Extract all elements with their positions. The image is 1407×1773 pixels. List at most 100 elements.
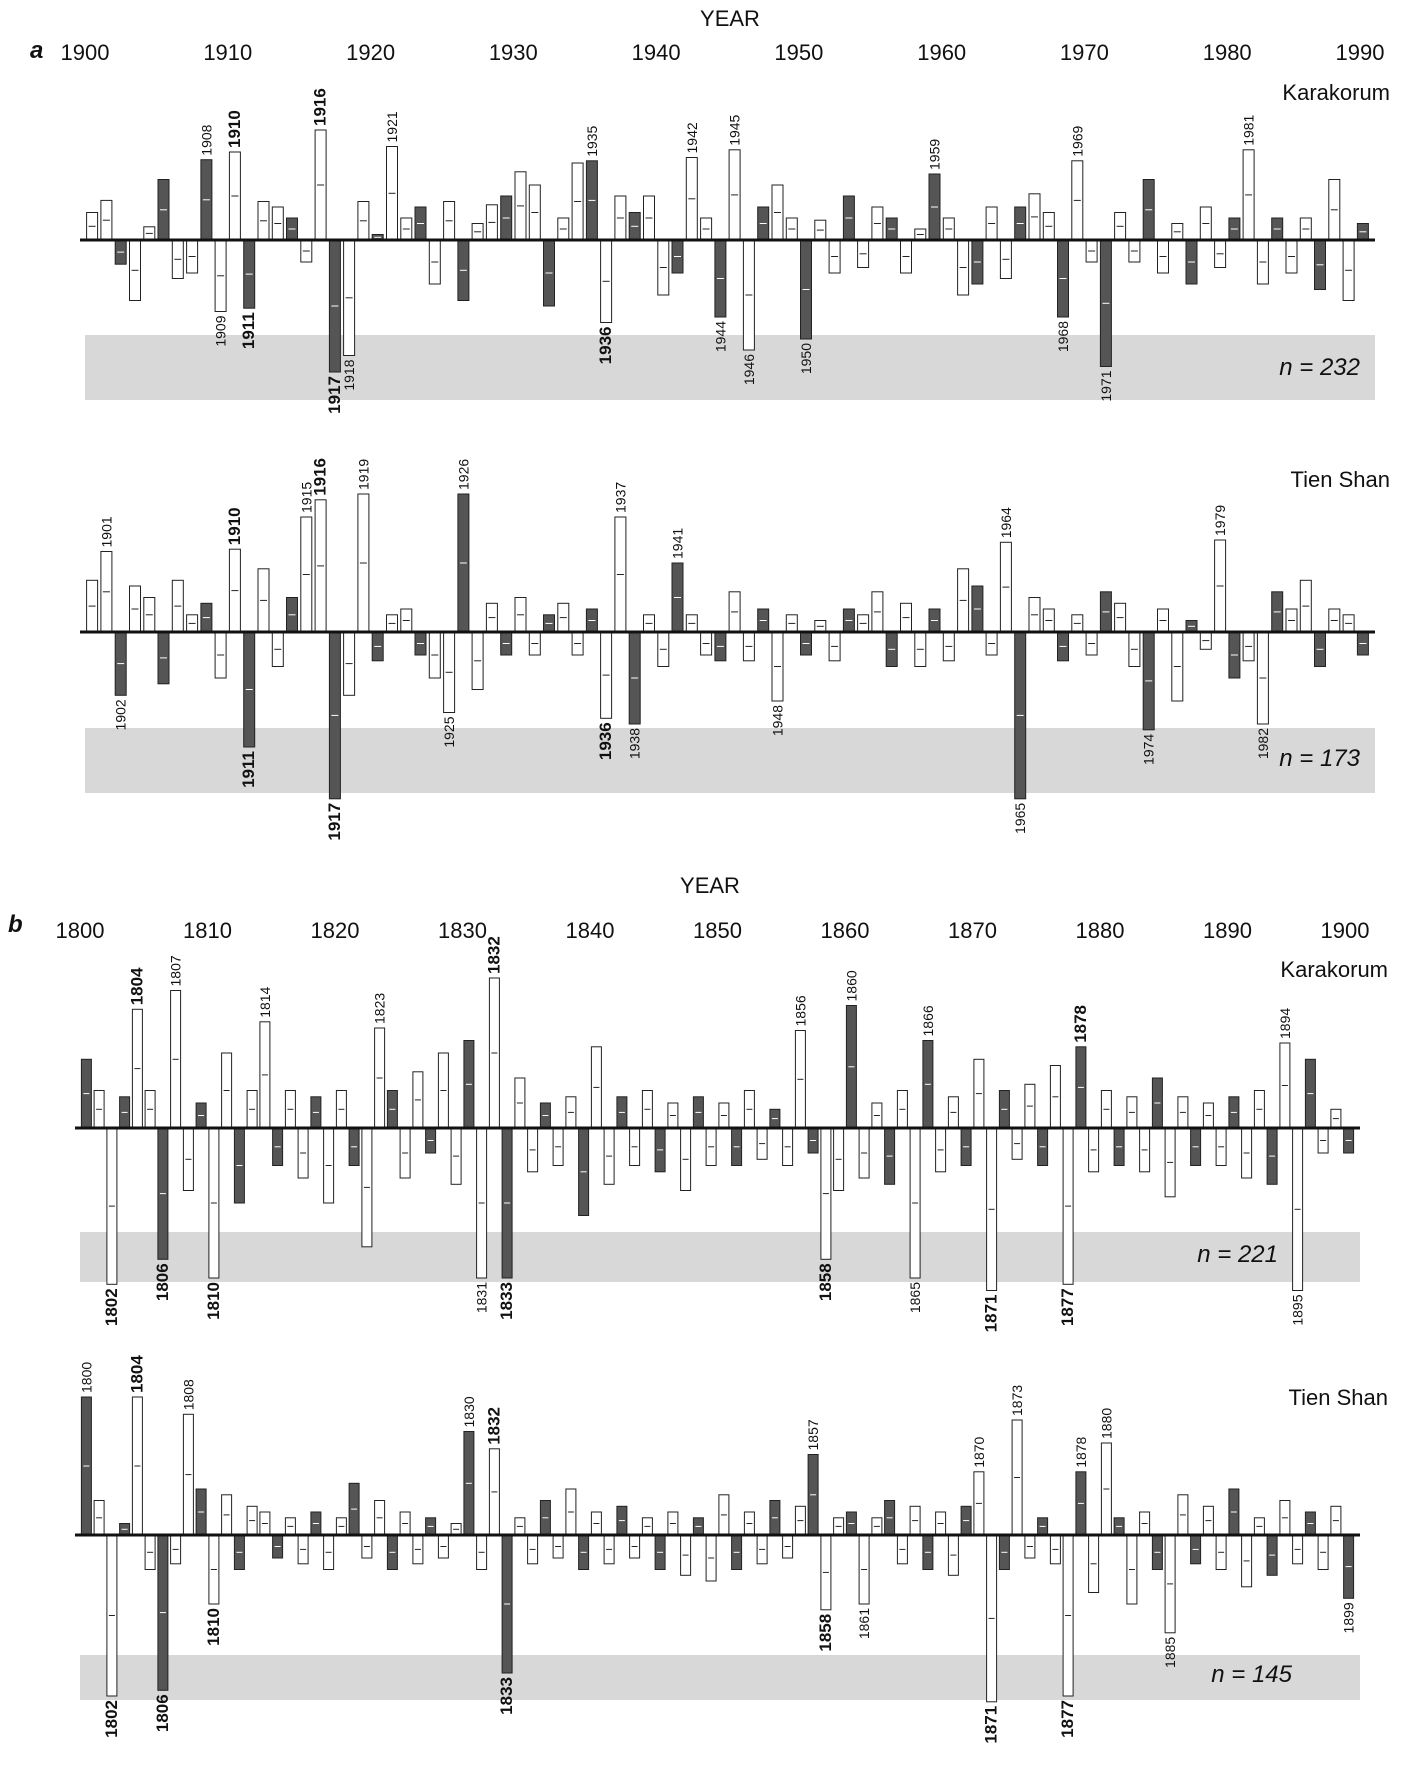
shaded-band — [85, 335, 1375, 400]
region-title: Karakorum — [1280, 957, 1388, 982]
annotation-1948: 1948 — [770, 705, 786, 736]
tick-label-1870: 1870 — [948, 918, 997, 943]
annotation-1921: 1921 — [384, 111, 400, 142]
annotation-1895: 1895 — [1290, 1294, 1306, 1325]
panel-b-label: b — [8, 911, 23, 938]
tick-label-1840: 1840 — [566, 918, 615, 943]
annotation-1877: 1877 — [1058, 1700, 1077, 1738]
annotation-1910: 1910 — [225, 507, 244, 545]
annotation-1802: 1802 — [102, 1288, 121, 1326]
tick-label-1970: 1970 — [1060, 40, 1109, 65]
annotation-1871: 1871 — [982, 1295, 1001, 1333]
shaded-band — [80, 1232, 1360, 1282]
sample-size-label: n = 221 — [1197, 1241, 1278, 1268]
tick-label-1810: 1810 — [183, 918, 232, 943]
annotation-1866: 1866 — [920, 1005, 936, 1036]
annotation-1937: 1937 — [612, 482, 628, 513]
tick-label-1990: 1990 — [1336, 40, 1385, 65]
annotation-1916: 1916 — [311, 88, 330, 126]
chart-a-karakorum: 1908 1910 1916 1921 1935 1942 1945 1959 1969 1981… — [80, 80, 1390, 414]
annotation-1830: 1830 — [461, 1396, 477, 1427]
annotation-1832: 1832 — [484, 1407, 503, 1445]
sample-size-label: n = 145 — [1211, 1661, 1292, 1688]
shaded-band — [80, 1655, 1360, 1700]
annotation-1919: 1919 — [355, 459, 371, 490]
annotation-1880: 1880 — [1098, 1408, 1114, 1439]
sample-size-label: n = 173 — [1279, 745, 1360, 772]
annotation-1823: 1823 — [372, 993, 388, 1024]
annotation-1964: 1964 — [998, 507, 1014, 538]
panel-a-label: a — [30, 37, 43, 64]
annotation-1941: 1941 — [670, 528, 686, 559]
tick-label-1900: 1900 — [1321, 918, 1370, 943]
tick-label-1880: 1880 — [1076, 918, 1125, 943]
tick-label-1860: 1860 — [821, 918, 870, 943]
tick-label-1940: 1940 — [632, 40, 681, 65]
annotation-1926: 1926 — [455, 459, 471, 490]
annotation-1918: 1918 — [341, 359, 357, 390]
annotation-1971: 1971 — [1098, 370, 1114, 401]
tick-label-1980: 1980 — [1203, 40, 1252, 65]
annotation-1982: 1982 — [1255, 728, 1271, 759]
annotation-1858: 1858 — [816, 1263, 835, 1301]
tick-label-1960: 1960 — [917, 40, 966, 65]
annotation-1974: 1974 — [1141, 734, 1157, 765]
tick-label-1900: 1900 — [61, 40, 110, 65]
annotation-1857: 1857 — [805, 1419, 821, 1450]
annotation-1959: 1959 — [927, 139, 943, 170]
chart-b-karakorum: 1804 1807 1814 1823 1832 1856 1860 1866 1878 1894… — [75, 936, 1388, 1332]
annotation-1925: 1925 — [441, 716, 457, 747]
region-title: Tien Shan — [1291, 467, 1390, 492]
annotation-1802: 1802 — [102, 1700, 121, 1738]
tick-label-1850: 1850 — [693, 918, 742, 943]
annotation-1870: 1870 — [971, 1436, 987, 1467]
annotation-1810: 1810 — [204, 1608, 223, 1646]
annotation-1861: 1861 — [856, 1608, 872, 1639]
annotation-1833: 1833 — [497, 1677, 516, 1715]
annotation-1935: 1935 — [584, 125, 600, 156]
annotation-1911: 1911 — [239, 751, 258, 788]
annotation-1936: 1936 — [596, 722, 615, 760]
annotation-1894: 1894 — [1277, 1008, 1293, 1039]
shaded-band — [85, 728, 1375, 793]
annotation-1969: 1969 — [1069, 125, 1085, 156]
annotation-1945: 1945 — [727, 114, 743, 145]
tick-labels: 1900 1910 1920 1930 1940 1950 1960 1970 1980 1990… — [56, 40, 1385, 943]
annotation-1877: 1877 — [1058, 1288, 1077, 1326]
annotation-1808: 1808 — [180, 1379, 196, 1410]
tick-label-1920: 1920 — [346, 40, 395, 65]
annotation-1909: 1909 — [213, 315, 229, 346]
annotation-1807: 1807 — [168, 955, 184, 986]
annotation-1810: 1810 — [204, 1282, 223, 1320]
annotation-1856: 1856 — [792, 995, 808, 1026]
annotation-1831: 1831 — [474, 1282, 490, 1313]
annotation-1865: 1865 — [907, 1282, 923, 1313]
annotation-1950: 1950 — [798, 343, 814, 374]
annotation-1873: 1873 — [1009, 1385, 1025, 1416]
tick-label-1830: 1830 — [438, 918, 487, 943]
annotation-1936: 1936 — [596, 327, 615, 365]
annotation-1832: 1832 — [484, 936, 503, 974]
chart-b-tien-shan: 1800 1804 1808 1830 1832 1857 1870 1873 1878 1880… — [75, 1355, 1388, 1744]
annotation-1800: 1800 — [78, 1362, 94, 1393]
annotation-1871: 1871 — [982, 1706, 1001, 1744]
tick-label-1950: 1950 — [774, 40, 823, 65]
tick-label-1820: 1820 — [311, 918, 360, 943]
annotation-1911: 1911 — [239, 312, 258, 349]
tick-label-1930: 1930 — [489, 40, 538, 65]
annotation-1908: 1908 — [198, 124, 214, 155]
annotation-1910: 1910 — [225, 110, 244, 148]
region-title: Karakorum — [1282, 80, 1390, 105]
annotation-1979: 1979 — [1212, 505, 1228, 536]
annotation-1942: 1942 — [684, 122, 700, 153]
annotation-1804: 1804 — [127, 1355, 146, 1393]
annotation-1860: 1860 — [843, 970, 859, 1001]
annotation-1885: 1885 — [1162, 1637, 1178, 1668]
annotation-1938: 1938 — [627, 728, 643, 759]
panel-b-year-title: YEAR — [680, 873, 740, 898]
annotation-1806: 1806 — [153, 1263, 172, 1301]
annotation-1981: 1981 — [1241, 114, 1257, 145]
annotation-1965: 1965 — [1012, 803, 1028, 834]
annotation-1916: 1916 — [311, 458, 330, 496]
